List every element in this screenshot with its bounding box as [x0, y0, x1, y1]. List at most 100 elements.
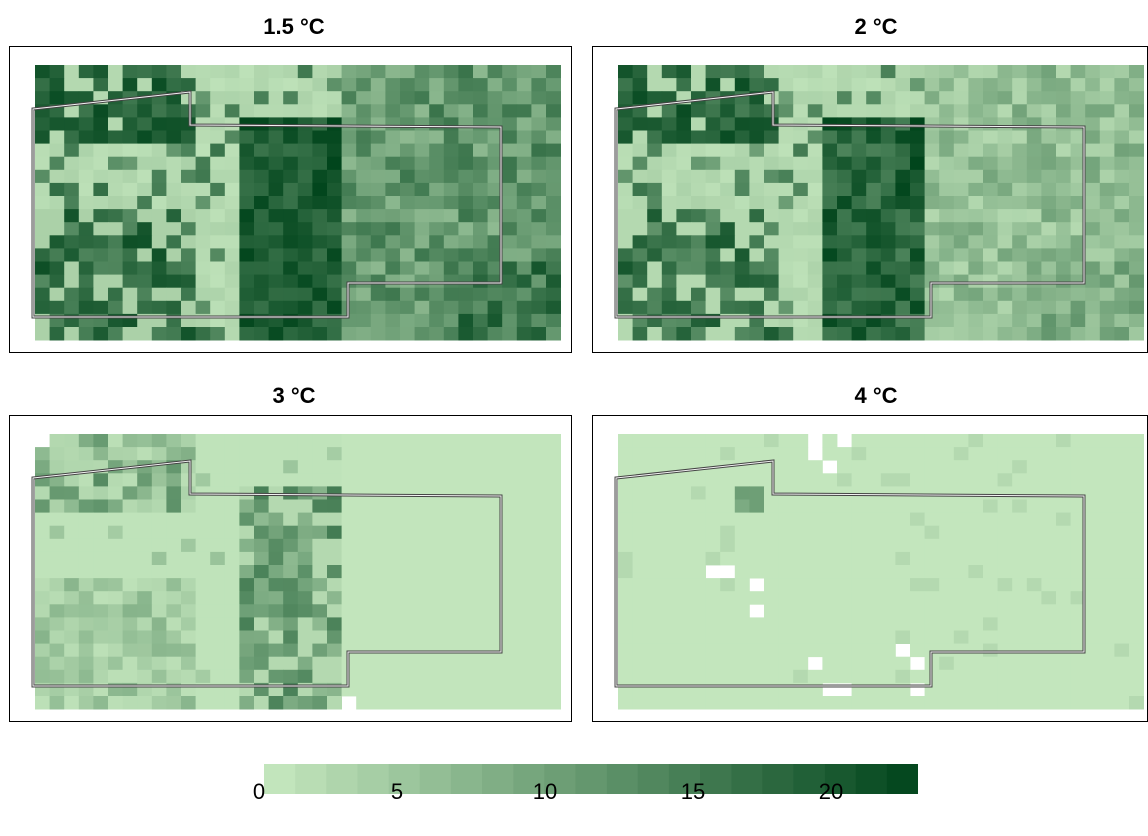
heatmap-cell [1085, 499, 1101, 513]
heatmap-cell [137, 499, 153, 513]
heatmap-cell [705, 248, 721, 262]
heatmap-cell [983, 630, 998, 644]
heatmap-cell [632, 78, 648, 92]
heatmap-cell [137, 235, 153, 249]
heatmap-cell [327, 104, 342, 118]
heatmap-cell [93, 209, 109, 223]
heatmap-cell [137, 274, 153, 289]
heatmap-cell [254, 261, 269, 275]
heatmap-cell [239, 156, 255, 171]
heatmap-cell [224, 447, 240, 461]
heatmap-cell [283, 617, 299, 631]
heatmap-cell [1129, 143, 1144, 158]
heatmap-cell [546, 91, 561, 105]
heatmap-cell [837, 65, 852, 79]
heatmap-cell [953, 300, 969, 315]
heatmap-cell [516, 300, 532, 315]
heatmap-cell [210, 551, 226, 566]
heatmap-cell [546, 565, 561, 579]
heatmap-cell [35, 222, 50, 236]
heatmap-cell [516, 682, 532, 697]
heatmap-cell [385, 65, 401, 79]
heatmap-cell [807, 156, 823, 171]
heatmap-cell [1099, 565, 1115, 579]
heatmap-cell [1129, 169, 1144, 184]
heatmap-cell [1012, 130, 1028, 144]
heatmap-cell [1114, 182, 1130, 197]
heatmap-cell [181, 604, 196, 618]
heatmap-cell [632, 248, 648, 262]
heatmap-cell [546, 604, 561, 618]
heatmap-cell [268, 91, 284, 105]
heatmap-cell [166, 130, 182, 144]
heatmap-cell [546, 117, 561, 131]
heatmap-cell [953, 473, 969, 487]
heatmap-cell [734, 261, 750, 275]
heatmap-cell [647, 669, 663, 684]
heatmap-cell [1012, 274, 1028, 289]
heatmap-cell [254, 182, 269, 197]
heatmap-cell [807, 551, 823, 566]
heatmap-cell [1070, 209, 1086, 223]
heatmap-cell [254, 235, 269, 249]
heatmap-cell [64, 130, 80, 144]
heatmap-cell [910, 209, 925, 223]
heatmap-cell [676, 696, 692, 710]
heatmap-cell [1099, 682, 1115, 697]
heatmap-cell [720, 235, 736, 249]
heatmap-cell [312, 209, 328, 223]
heatmap-cell [64, 669, 80, 684]
heatmap-cell [822, 447, 838, 461]
heatmap-cell [895, 434, 911, 448]
heatmap-cell [895, 182, 911, 197]
heatmap-cell [851, 327, 867, 341]
heatmap-cell [516, 617, 532, 631]
heatmap-cell [1085, 525, 1101, 540]
heatmap-cell [632, 327, 648, 341]
heatmap-cell [647, 261, 663, 275]
heatmap-cell [78, 643, 94, 658]
heatmap-cell [1012, 182, 1028, 197]
heatmap-cell [647, 300, 663, 315]
heatmap-cell [429, 313, 445, 328]
heatmap-cell [385, 591, 401, 605]
heatmap-cell [1026, 473, 1042, 487]
heatmap-cell [778, 222, 794, 236]
heatmap-cell [35, 274, 50, 289]
heatmap-cell [327, 499, 342, 513]
heatmap-cell [953, 630, 969, 644]
heatmap-cell [78, 196, 94, 210]
heatmap-cell [851, 287, 867, 302]
heatmap-cell [443, 499, 459, 513]
heatmap-cell [968, 460, 984, 474]
heatmap-cell [1070, 196, 1086, 210]
heatmap-cell [1070, 604, 1086, 618]
heatmap-cell [312, 91, 328, 105]
heatmap-cell [837, 591, 852, 605]
heatmap-cell [1041, 248, 1057, 262]
heatmap-cell [1041, 591, 1057, 605]
heatmap-cell [268, 274, 284, 289]
heatmap-cell [268, 222, 284, 236]
heatmap-cell [691, 130, 706, 144]
heatmap-cell [1012, 617, 1028, 631]
heatmap-cell [661, 196, 677, 210]
heatmap-cell [1070, 565, 1086, 579]
heatmap-cell [1129, 222, 1144, 236]
heatmap-cell [968, 682, 984, 697]
heatmap-cell [312, 643, 328, 658]
heatmap-cell [837, 104, 852, 118]
heatmap-cell [939, 235, 955, 249]
heatmap-cell [93, 248, 109, 262]
heatmap-cell [939, 656, 955, 671]
heatmap-cell [283, 551, 299, 566]
heatmap-cell [1129, 300, 1144, 315]
heatmap-cell [400, 65, 415, 79]
heatmap-cell [443, 591, 459, 605]
heatmap-cell [341, 156, 357, 171]
heatmap-cell [778, 274, 794, 289]
heatmap-cell [1114, 604, 1130, 618]
heatmap-cell [924, 473, 940, 487]
heatmap-cell [64, 222, 80, 236]
heatmap-cell [473, 287, 488, 302]
